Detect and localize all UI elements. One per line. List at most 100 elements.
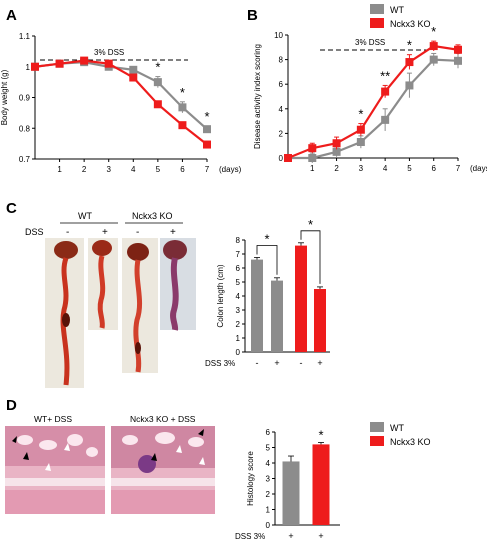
y-tick-label: 1.1 — [19, 32, 31, 41]
y-tick-label: 0 — [236, 348, 241, 357]
colon-photo-wt-plus — [88, 238, 118, 330]
data-point-wt — [454, 56, 462, 65]
y-axis-label: Body weight (g) — [0, 69, 9, 125]
data-point-ko — [284, 154, 292, 162]
bar-wt — [251, 259, 263, 352]
significance-star: * — [358, 107, 363, 122]
legend-d-label-ko: Nckx3 KO — [390, 437, 431, 447]
legend-swatch-wt — [370, 4, 384, 14]
x-tick-label: 2 — [334, 164, 339, 173]
histology-images: WT+ DSS Nckx3 KO + DSS — [5, 414, 215, 514]
bar-wt — [282, 461, 300, 525]
legend-d-swatch-ko — [370, 436, 384, 446]
x-axis-label: (days) — [219, 165, 242, 174]
data-point-wt — [129, 65, 138, 74]
legend-d-swatch-wt — [370, 422, 384, 432]
data-point-wt — [405, 81, 414, 90]
data-point-ko — [129, 73, 138, 82]
y-tick-label: 0.8 — [19, 124, 31, 133]
x-tick-label: 5 — [156, 165, 161, 174]
data-point-wt — [381, 115, 390, 124]
panel-label-b: B — [247, 7, 258, 24]
significance-star: * — [308, 217, 313, 232]
y-tick-label: 6 — [236, 264, 241, 273]
data-point-ko — [31, 62, 39, 71]
chart-a: 0.7 0.8 0.9 1 1.1 1 2 3 4 5 6 7 (days) Body weight (g… — [0, 32, 242, 174]
data-point-ko — [429, 42, 438, 51]
x-axis-label: (days) — [470, 164, 487, 173]
x-tick-label: 7 — [456, 164, 461, 173]
series-line-ko — [34, 59, 208, 146]
y-tick-label: 10 — [274, 31, 283, 40]
y-tick-label: 3 — [266, 475, 271, 484]
significance-star: * — [204, 109, 209, 124]
data-point-ko — [454, 45, 462, 54]
x-tick-label: 2 — [82, 165, 87, 174]
bar-wt — [271, 280, 283, 352]
data-point-wt — [332, 147, 341, 156]
data-point-wt — [429, 55, 438, 64]
series-line-ko — [287, 44, 459, 160]
data-point-ko — [55, 59, 64, 68]
photo-sign-4: + — [170, 227, 176, 238]
x-tick-label: 1 — [310, 164, 315, 173]
photo-sign-2: + — [102, 227, 108, 238]
chart-d: 0 1 2 3 4 5 6 Histology score DSS 3% + + * — [235, 428, 340, 541]
dss-period-label: 3% DSS — [94, 48, 124, 57]
y-tick-label: 6 — [266, 428, 271, 437]
x-tick-label: 6 — [180, 165, 185, 174]
data-point-ko — [308, 144, 317, 153]
x-tick-label: 3 — [106, 165, 111, 174]
significance-star: * — [431, 24, 436, 39]
photo-dss-label: DSS — [25, 227, 44, 237]
category-label: + — [288, 531, 293, 541]
y-axis-label: Disease activity index scoring — [253, 44, 262, 149]
data-point-ko — [356, 125, 365, 134]
dss-period-label: 3% DSS — [355, 38, 385, 47]
data-point-wt — [153, 78, 162, 87]
histo-image-ko — [111, 426, 215, 514]
significance-star: * — [180, 85, 185, 100]
data-point-ko — [104, 59, 113, 68]
y-tick-label: 6 — [279, 80, 284, 89]
panel-label-d: D — [6, 397, 17, 414]
category-label: + — [318, 531, 323, 541]
bar-ko — [314, 289, 326, 352]
category-label: - — [300, 358, 303, 368]
y-axis-label: Histology score — [246, 451, 255, 506]
y-tick-label: 0 — [279, 154, 284, 163]
x-tick-label: 7 — [205, 165, 210, 174]
y-tick-label: 0 — [266, 521, 271, 530]
data-point-wt — [356, 138, 365, 147]
data-point-ko — [332, 139, 341, 148]
y-tick-label: 5 — [236, 278, 241, 287]
y-tick-label: 4 — [266, 459, 271, 468]
photo-label-wt: WT — [78, 211, 92, 221]
data-point-wt — [178, 103, 187, 112]
significance-star: * — [155, 60, 160, 75]
significance-star: * — [318, 428, 323, 443]
y-tick-label: 0.9 — [19, 94, 31, 103]
colon-photo-ko-plus — [160, 238, 196, 331]
data-point-ko — [178, 121, 187, 130]
data-point-ko — [80, 56, 89, 65]
y-tick-label: 0.7 — [19, 155, 31, 164]
chart-c: 0 1 2 3 4 5 6 7 8 Colon length (cm) DSS 3% - + - + * * — [205, 217, 330, 368]
x-tick-label: 3 — [359, 164, 364, 173]
category-label: + — [317, 358, 322, 368]
category-label: + — [274, 358, 279, 368]
legend-label-ko: Nckx3 KO — [390, 19, 431, 29]
legend-d-label-wt: WT — [390, 423, 404, 433]
photo-sign-1: - — [66, 227, 69, 238]
data-point-ko — [203, 140, 211, 149]
legend-swatch-ko — [370, 18, 384, 28]
data-point-ko — [381, 87, 390, 96]
y-tick-label: 7 — [236, 250, 241, 259]
significance-bracket — [300, 230, 321, 284]
significance-bracket — [256, 245, 278, 275]
series-line-wt — [288, 58, 459, 160]
histo-label-wt: WT+ DSS — [34, 414, 72, 424]
y-tick-label: 8 — [236, 236, 241, 245]
